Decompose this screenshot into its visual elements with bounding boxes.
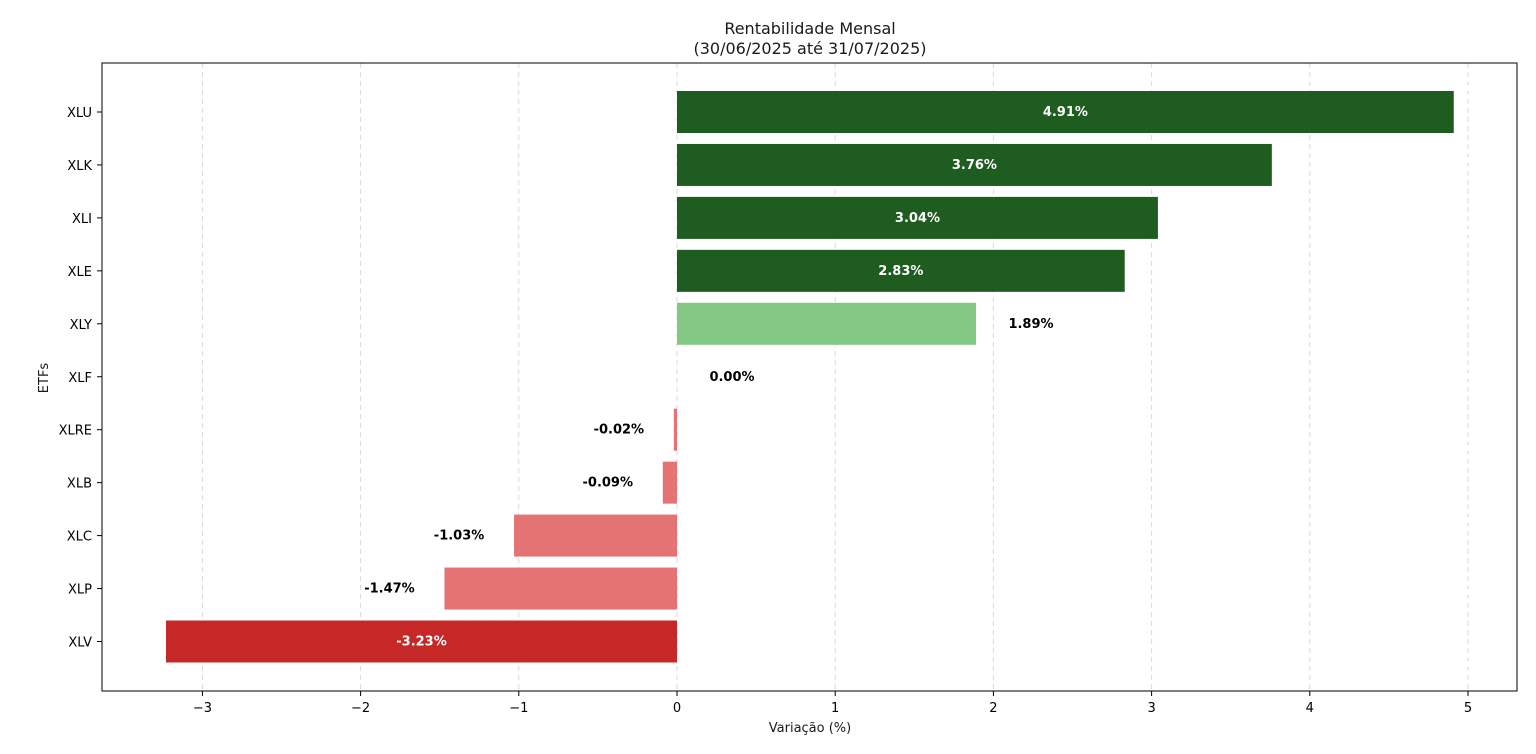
data-label: 3.04% — [895, 211, 940, 226]
data-labels: 4.91% 3.76% 3.04% 2.83% 1.89% 0.00% -0.02% -0.0… — [364, 105, 1088, 650]
chart-title: Rentabilidade Mensal — [724, 19, 895, 38]
data-label: -3.23% — [396, 635, 447, 650]
y-tick-label: XLP — [68, 583, 92, 598]
x-axis-label: Variação (%) — [769, 721, 851, 736]
bar — [677, 91, 1454, 133]
bar — [677, 249, 1125, 292]
x-tick-label: −1 — [509, 701, 528, 716]
y-tick-label: XLRE — [59, 424, 92, 439]
x-tick-label: 2 — [989, 701, 997, 716]
x-tick-label: 5 — [1464, 701, 1472, 716]
bars — [166, 91, 1454, 663]
y-tick-label: XLY — [70, 318, 92, 333]
x-tick-label: 3 — [1147, 701, 1155, 716]
data-label: -1.03% — [434, 529, 485, 544]
chart-subtitle: (30/06/2025 até 31/07/2025) — [693, 39, 926, 58]
bar — [444, 567, 677, 610]
x-tick-label: 4 — [1306, 701, 1314, 716]
bar — [514, 514, 677, 557]
data-label: 2.83% — [878, 264, 923, 279]
data-label: 1.89% — [1008, 317, 1053, 332]
data-label: -0.09% — [583, 476, 634, 491]
bar — [673, 408, 677, 451]
bar — [166, 620, 677, 663]
y-tick-label: XLU — [67, 106, 92, 121]
x-tick-label: −2 — [351, 701, 370, 716]
y-axis-ticks: XLU XLK XLI XLE XLY XLF XLRE XLB XLC XLP XLV — [59, 106, 102, 651]
data-label: -1.47% — [364, 582, 415, 597]
data-label: 4.91% — [1043, 105, 1088, 120]
y-tick-label: XLV — [68, 636, 92, 651]
data-label: 0.00% — [709, 370, 754, 385]
y-axis-label: ETFs — [37, 363, 52, 394]
data-label: 3.76% — [952, 158, 997, 173]
data-label: -0.02% — [594, 423, 645, 438]
y-tick-label: XLI — [72, 212, 92, 227]
bar — [677, 302, 976, 345]
y-tick-label: XLE — [68, 265, 92, 280]
bar — [677, 196, 1158, 239]
x-axis-ticks: −3 −2 −1 0 1 2 3 4 5 — [193, 691, 1472, 716]
y-tick-label: XLK — [67, 159, 92, 174]
x-tick-label: 0 — [673, 701, 681, 716]
x-tick-label: −3 — [193, 701, 212, 716]
y-tick-label: XLC — [67, 530, 92, 545]
x-tick-label: 1 — [831, 701, 839, 716]
bar — [677, 143, 1272, 186]
y-tick-label: XLB — [67, 477, 92, 492]
bar — [662, 461, 677, 504]
y-tick-label: XLF — [68, 371, 92, 386]
